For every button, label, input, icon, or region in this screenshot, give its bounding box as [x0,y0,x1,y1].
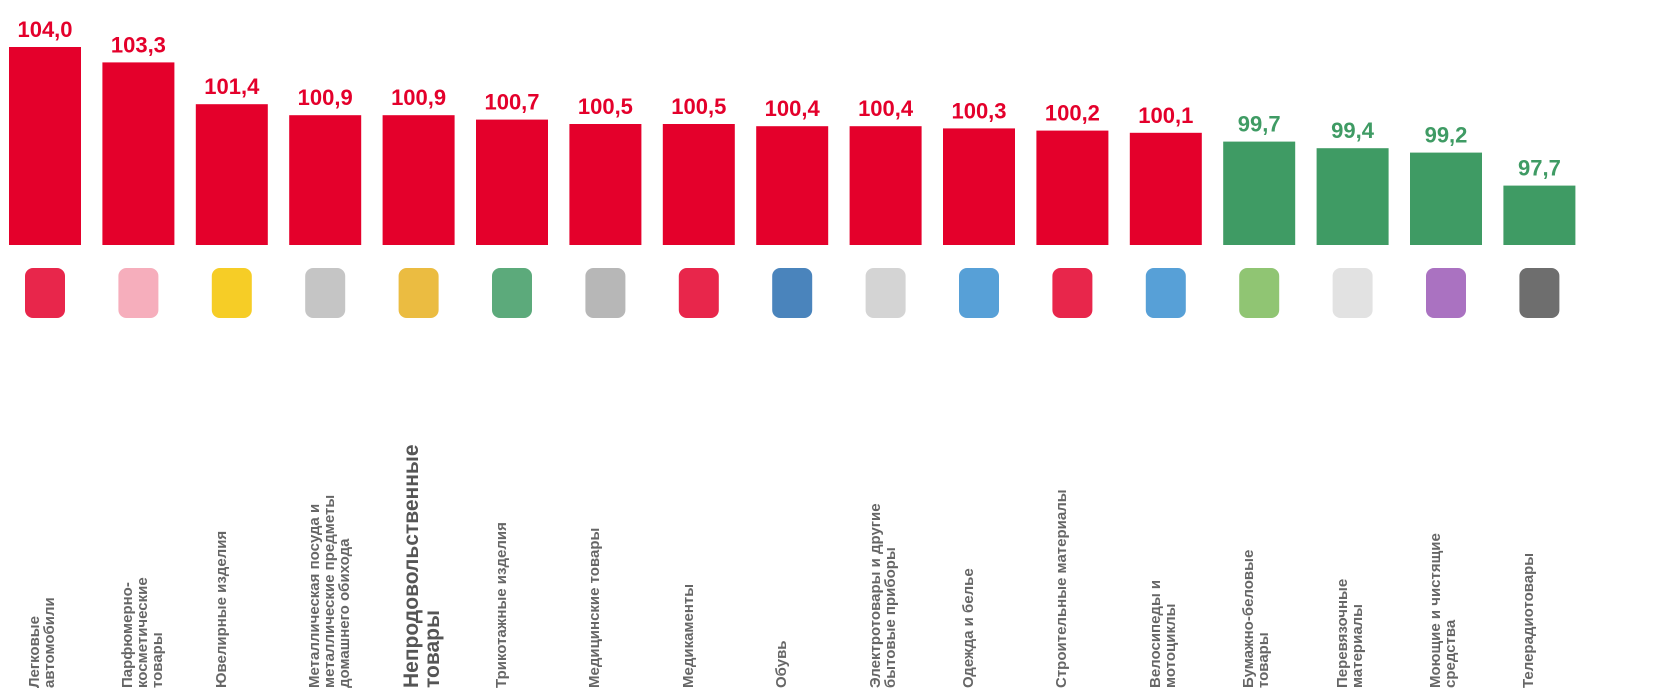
bar [1410,152,1482,245]
category-label: Непродовольственные товары [399,444,444,688]
bar [662,124,735,245]
bar [756,126,829,245]
category-label: Моющие и чистящие средства [1427,533,1459,688]
category-label: Ювелирные изделия [212,530,230,688]
category-label: Медикаменты [679,583,697,688]
bar [943,128,1015,245]
bar [102,62,175,246]
category-label: Одежда и белье [960,568,977,688]
category-label: Медицинские товары [586,527,604,688]
icon [25,268,65,318]
icon [211,268,252,318]
icon [1426,268,1466,318]
value-label: 100,2 [1045,101,1100,126]
bar [9,47,81,245]
icon [1332,268,1373,318]
category-label: Перевязочные материалы [1333,578,1366,688]
bar [1129,132,1202,245]
category-label: Легковые автомобили [26,597,58,688]
icon [585,268,626,318]
value-label: 104,0 [17,17,72,42]
category-label: Велосипеды и мотоциклы [1146,579,1179,688]
icon [305,268,346,318]
icon [118,268,159,318]
bar [476,119,548,245]
icon [1145,268,1186,318]
bar [1223,141,1296,245]
value-label: 100,9 [298,85,353,110]
icon [1052,268,1093,318]
icon [959,268,999,318]
bar [849,126,922,245]
value-label: 100,5 [671,94,726,119]
icon [398,268,439,318]
category-label: Электротовары и другие бытовые приборы [866,503,899,688]
bar [569,124,642,245]
value-label: 100,5 [578,94,633,119]
value-label: 100,9 [391,85,446,110]
category-label: Трикотажные изделия [493,522,510,688]
value-label: 99,2 [1425,123,1468,148]
icon [865,268,906,318]
value-label: 97,7 [1518,156,1561,181]
value-label: 100,3 [951,98,1006,123]
bar [382,115,455,245]
icon [492,268,532,318]
icon [678,268,719,318]
icon [772,268,813,318]
value-label: 101,4 [204,74,260,99]
category-label: Парфюмерно- косметические товары [119,577,167,688]
value-label: 99,4 [1331,118,1375,143]
icon [1519,268,1560,318]
category-label: Металлическая посуда и металлические пре… [306,494,354,688]
bar [1036,130,1109,245]
value-label: 100,7 [484,90,539,115]
category-label: Бумажно-беловые товары [1240,549,1273,688]
bar [1316,148,1389,245]
value-label: 103,3 [111,32,166,57]
bar [289,115,362,245]
category-label: Телерадиотовары [1520,552,1538,688]
bar [1503,185,1576,245]
category-label: Обувь [773,640,791,688]
value-label: 99,7 [1238,112,1281,137]
value-label: 100,1 [1138,103,1193,128]
value-label: 100,4 [765,96,821,121]
icon [1239,268,1280,318]
bar [195,104,268,245]
category-label: Строительные материалы [1053,489,1071,688]
value-label: 100,4 [858,96,914,121]
